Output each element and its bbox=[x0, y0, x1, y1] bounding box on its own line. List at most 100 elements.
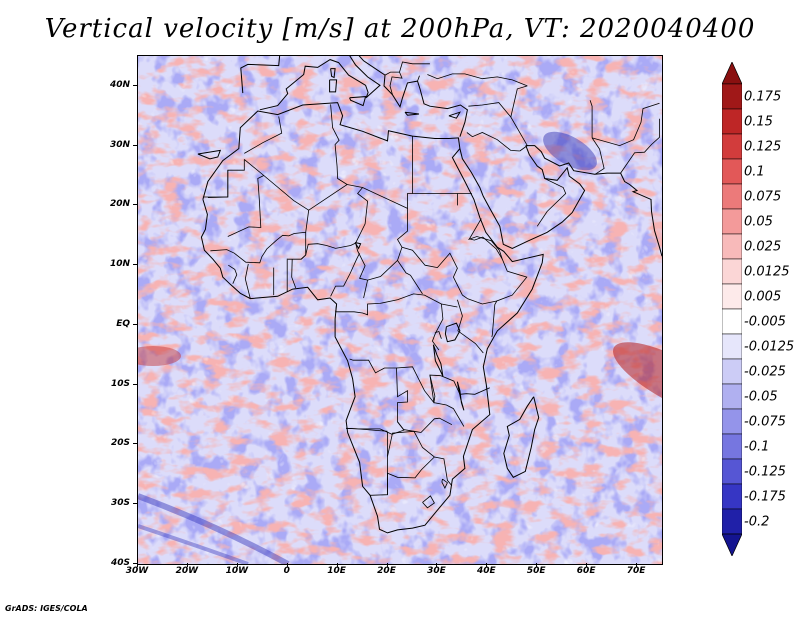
lake-malawi bbox=[456, 381, 465, 411]
lon-tick bbox=[286, 563, 288, 567]
colorbar-label: -0.05 bbox=[744, 389, 778, 404]
country-border bbox=[291, 259, 297, 289]
country-border bbox=[387, 430, 453, 486]
colorbar-label: -0.2 bbox=[744, 514, 770, 529]
lon-label: 0 bbox=[283, 566, 290, 576]
country-border bbox=[434, 331, 442, 339]
lat-label: 40S bbox=[110, 558, 130, 568]
lon-tick bbox=[186, 563, 188, 567]
country-border bbox=[491, 250, 528, 338]
country-border bbox=[228, 264, 238, 284]
lat-tick bbox=[133, 323, 137, 325]
country-border bbox=[384, 61, 430, 76]
lon-label: 30W bbox=[125, 566, 149, 576]
lon-label: 50E bbox=[526, 566, 546, 576]
lat-tick bbox=[133, 84, 137, 86]
country-border bbox=[427, 73, 528, 87]
colorbar-swatch bbox=[722, 133, 742, 160]
country-border bbox=[244, 159, 472, 211]
crete bbox=[404, 111, 420, 116]
colorbar-swatch bbox=[722, 183, 742, 210]
country-border bbox=[401, 246, 468, 299]
country-border bbox=[244, 116, 283, 154]
lon-tick bbox=[137, 563, 138, 567]
colorbar-label: 0.125 bbox=[744, 139, 782, 154]
arabia-coast bbox=[459, 145, 586, 249]
country-border bbox=[467, 298, 497, 305]
colorbar-label: 0.075 bbox=[744, 189, 782, 204]
lon-tick bbox=[636, 563, 638, 567]
colorbar-swatch bbox=[722, 308, 742, 335]
lat-tick bbox=[133, 264, 137, 266]
country-border bbox=[397, 417, 453, 433]
colorbar-label: -0.075 bbox=[744, 414, 786, 429]
lon-label: 20W bbox=[175, 566, 199, 576]
colorbar-label: 0.005 bbox=[744, 289, 782, 304]
lon-label: 10W bbox=[225, 566, 249, 576]
lon-label: 70E bbox=[626, 566, 646, 576]
lon-label: 30E bbox=[427, 566, 446, 576]
colorbar-label: 0.025 bbox=[744, 239, 782, 254]
lon-tick bbox=[536, 563, 538, 567]
colorbar-swatch bbox=[722, 408, 742, 435]
colorbar-label: 0.1 bbox=[744, 164, 765, 179]
country-border bbox=[468, 102, 528, 152]
country-border bbox=[330, 253, 360, 297]
colorbar-swatch bbox=[722, 433, 742, 460]
lon-tick bbox=[486, 563, 488, 567]
map-plot-area bbox=[137, 55, 663, 565]
country-border bbox=[536, 178, 567, 227]
vertical-velocity-field bbox=[138, 56, 662, 564]
country-border bbox=[431, 303, 444, 351]
descent-band-south-atlantic bbox=[138, 493, 290, 564]
colorbar-swatch bbox=[722, 158, 742, 185]
country-border bbox=[370, 456, 435, 496]
country-border bbox=[363, 280, 368, 299]
strong-descent-patch-iran bbox=[543, 131, 597, 171]
grads-credit: GrADS: IGES/COLA bbox=[5, 604, 88, 613]
colorbar-swatch bbox=[722, 258, 742, 285]
country-border bbox=[589, 100, 593, 138]
lake-chad bbox=[354, 242, 362, 250]
cyprus bbox=[448, 111, 461, 119]
country-border bbox=[440, 375, 490, 395]
lon-tick bbox=[236, 563, 238, 567]
chart-title: Vertical velocity [m/s] at 200hPa, VT: 2… bbox=[44, 14, 756, 44]
lon-tick bbox=[586, 563, 588, 567]
lat-tick bbox=[133, 383, 137, 385]
colorbar-swatch bbox=[722, 208, 742, 235]
colorbar bbox=[722, 62, 742, 556]
coastlines bbox=[197, 56, 662, 534]
colorbar-label: 0.05 bbox=[744, 214, 773, 229]
med-north bbox=[259, 56, 468, 137]
colorbar-label: -0.0125 bbox=[744, 339, 795, 354]
country-border bbox=[397, 260, 423, 295]
lat-label: 20N bbox=[109, 199, 130, 210]
lon-label: 10E bbox=[327, 566, 346, 576]
country-border bbox=[389, 71, 403, 95]
europe-coast bbox=[240, 56, 281, 94]
colorbar-swatch bbox=[722, 83, 742, 110]
madagascar bbox=[503, 396, 540, 478]
country-border bbox=[468, 236, 500, 251]
country-border bbox=[346, 358, 408, 435]
lat-label: 10N bbox=[109, 259, 130, 270]
colorbar-swatch bbox=[722, 283, 742, 310]
colorbar-label: -0.005 bbox=[744, 314, 786, 329]
colorbar-label: -0.025 bbox=[744, 364, 786, 379]
country-border bbox=[300, 242, 356, 260]
country-border bbox=[244, 263, 251, 299]
country-border bbox=[417, 75, 420, 82]
colorbar-arrow-bottom bbox=[722, 533, 742, 556]
lake-victoria bbox=[444, 322, 461, 343]
colorbar-swatch bbox=[722, 383, 742, 410]
colorbar-swatch bbox=[722, 358, 742, 385]
country-border bbox=[441, 478, 448, 490]
corsica bbox=[330, 68, 336, 79]
lon-tick bbox=[436, 563, 438, 567]
colorbar-swatch bbox=[722, 108, 742, 135]
lon-label: 60E bbox=[576, 566, 596, 576]
lat-label: 40N bbox=[109, 79, 130, 90]
country-border bbox=[510, 85, 528, 118]
country-border bbox=[422, 495, 435, 509]
